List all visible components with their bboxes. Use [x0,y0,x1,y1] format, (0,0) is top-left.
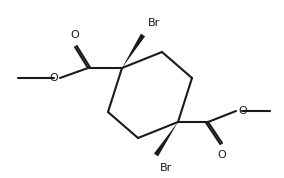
Text: O: O [71,30,79,40]
Polygon shape [122,34,145,68]
Text: Br: Br [148,18,160,28]
Text: O: O [218,150,226,160]
Text: Br: Br [160,163,172,173]
Text: O: O [238,106,247,116]
Polygon shape [154,122,178,156]
Text: O: O [49,73,58,83]
